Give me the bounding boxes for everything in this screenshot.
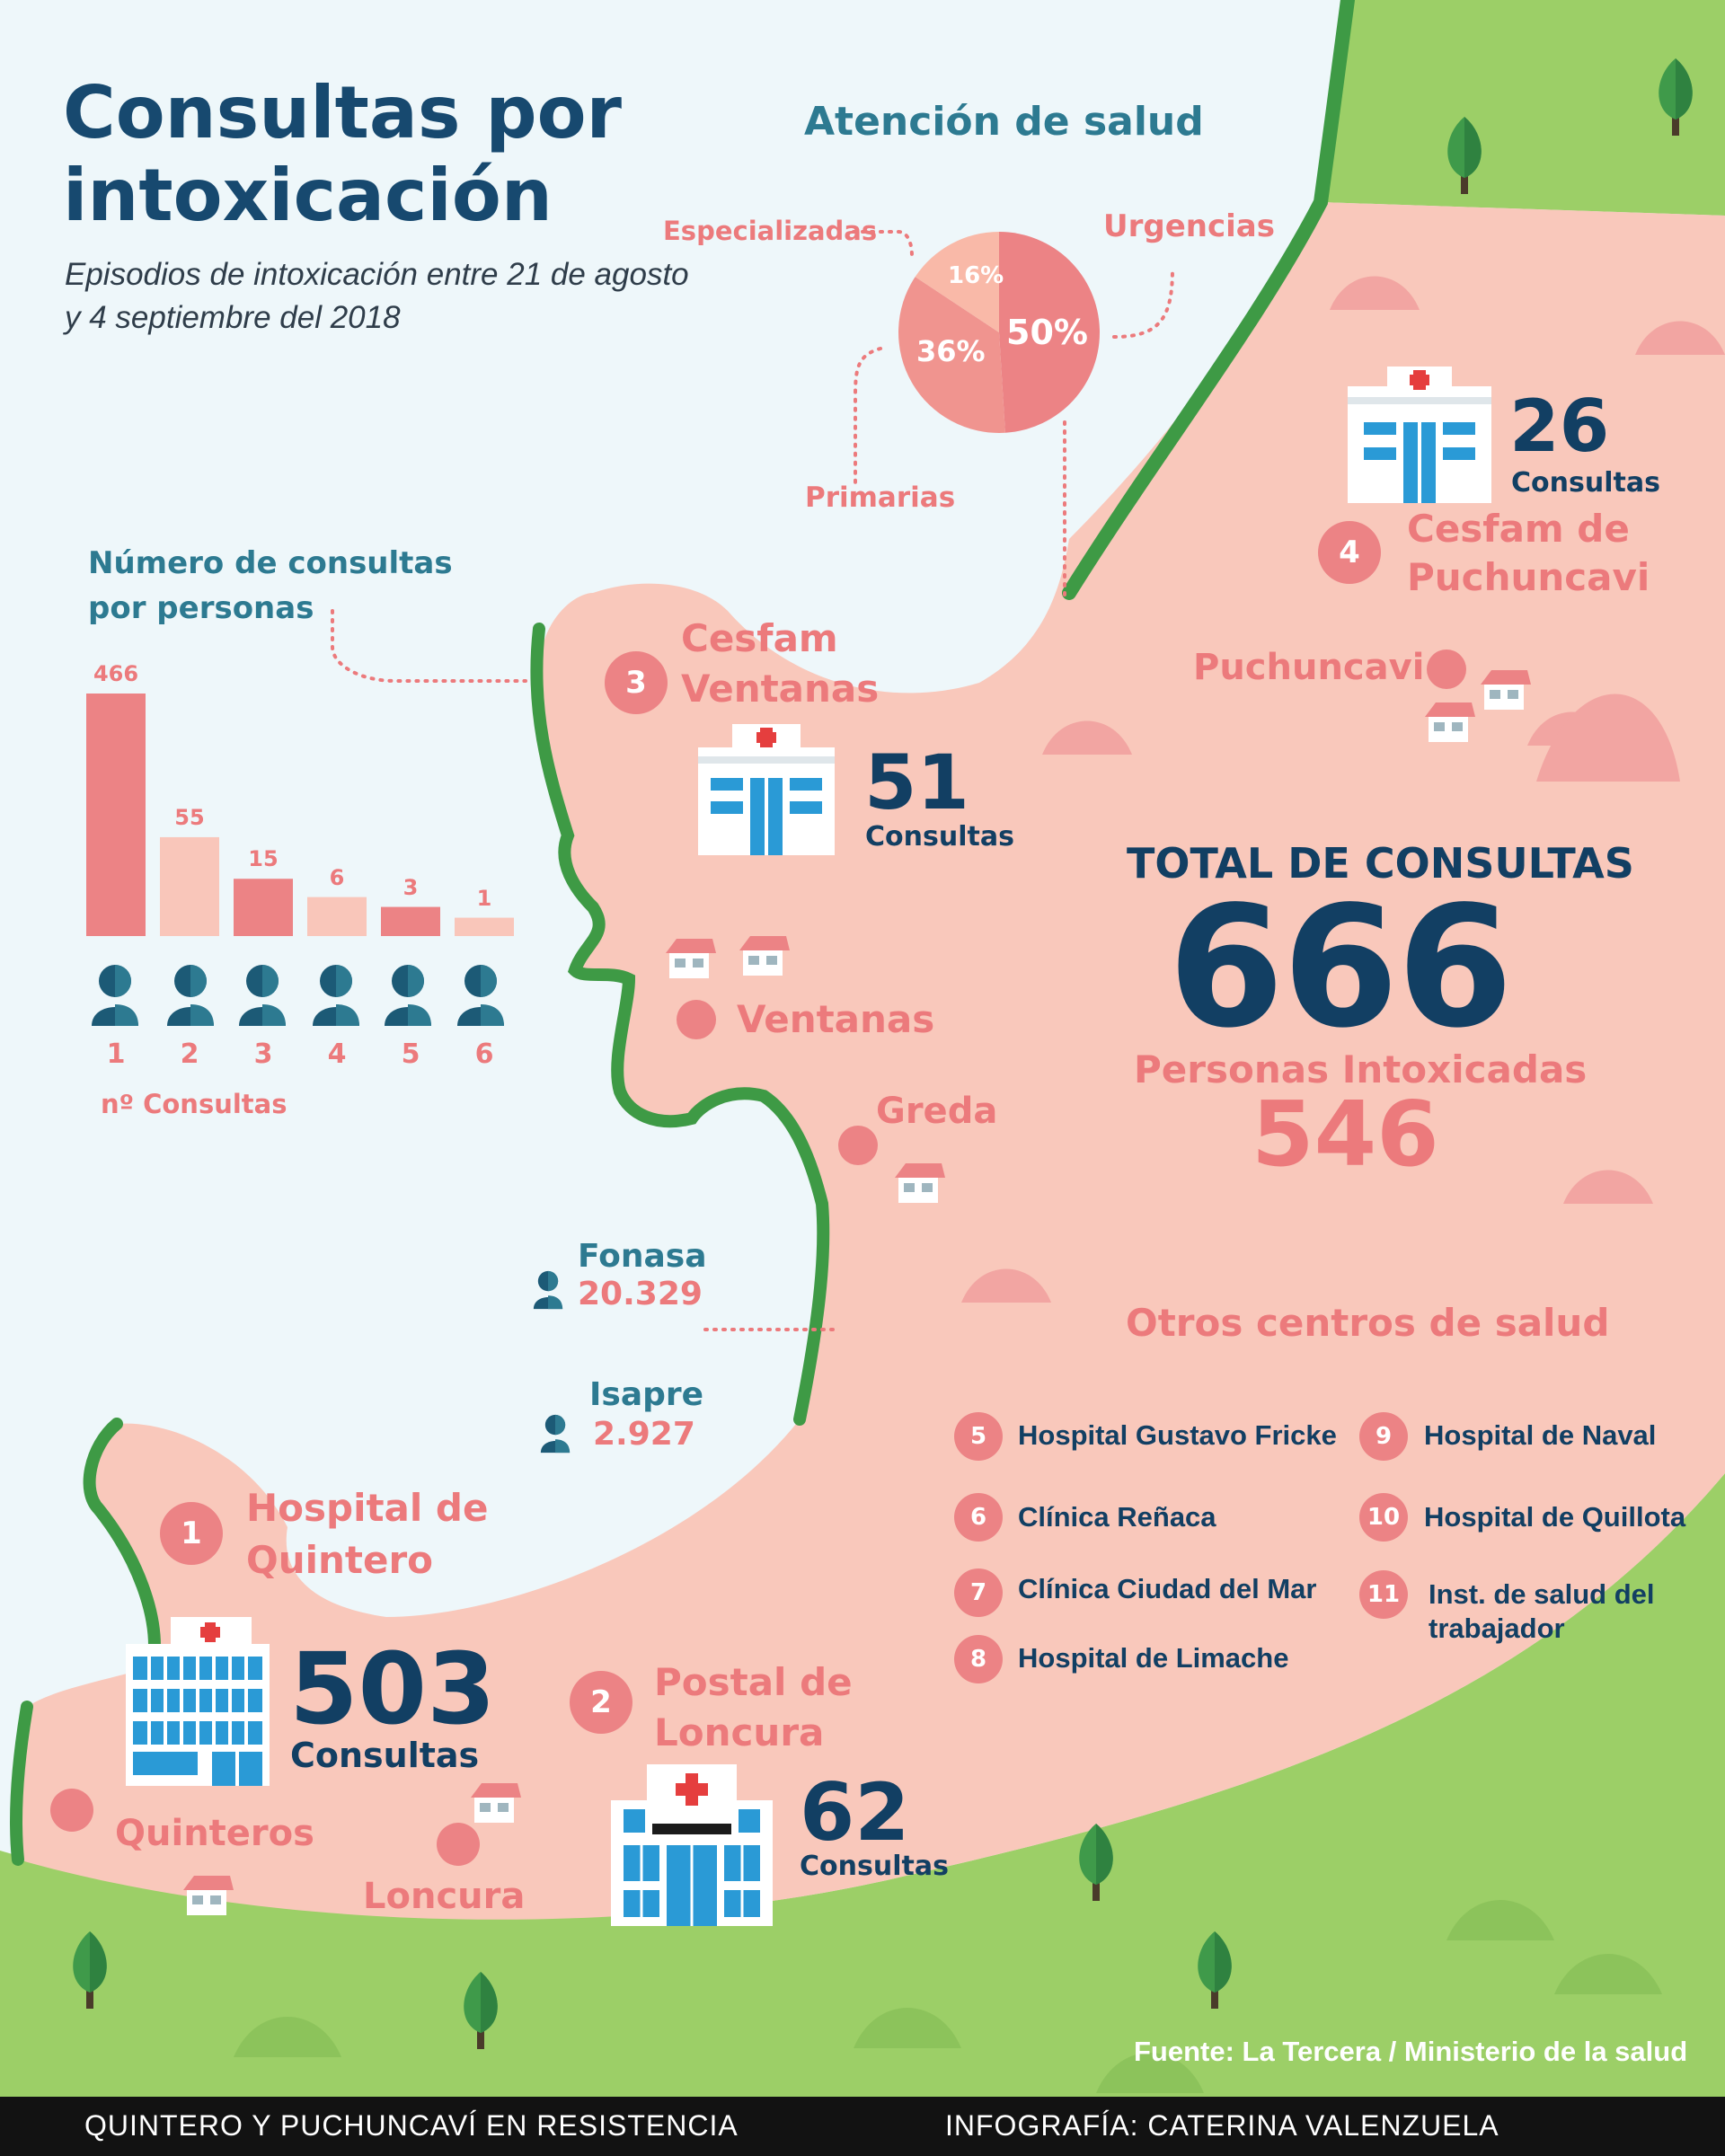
isapre-value: 2.927 <box>593 1416 695 1453</box>
other-10-badge: 10 <box>1359 1493 1408 1542</box>
center-1-unit: Consultas <box>290 1736 480 1775</box>
pie-slice-primarias <box>898 277 1005 433</box>
bar-value-label: 1 <box>476 885 492 911</box>
other-11-badge: 11 <box>1359 1570 1408 1619</box>
bar-chart-xlabel: nº Consultas <box>101 1089 288 1119</box>
especializadas-label: Especializadas <box>663 216 878 246</box>
pie-slice-urgencias <box>999 232 1100 433</box>
bar-category-label: 2 <box>180 1038 199 1070</box>
other-11-name: Inst. de salud del trabajador <box>1429 1578 1655 1644</box>
bar-category-label: 3 <box>253 1038 273 1070</box>
bar-category-label: 4 <box>327 1038 347 1070</box>
page-title: Consultas por intoxicación <box>63 71 622 237</box>
other-8-name: Hospital de Limache <box>1018 1642 1289 1674</box>
total-label: TOTAL DE CONSULTAS <box>1127 839 1634 888</box>
center-2-name-2: Loncura <box>654 1710 825 1754</box>
place-greda: Greda <box>876 1091 998 1132</box>
consultas-bar-chart <box>86 694 514 936</box>
bar-category-label: 1 <box>106 1038 126 1070</box>
footer-right: INFOGRAFÍA: CATERINA VALENZUELA <box>945 2109 1499 2142</box>
center-1-name-2: Quintero <box>246 1538 434 1582</box>
center-1-name-1: Hospital de <box>246 1486 489 1530</box>
center-3-name-1: Cesfam <box>681 616 838 660</box>
persons-label: Personas Intoxicadas <box>1134 1047 1588 1091</box>
center-4-name-2: Puchuncavi <box>1407 555 1650 599</box>
care-pie-chart <box>898 232 1100 433</box>
center-2-badge: 2 <box>570 1671 632 1734</box>
center-2-count: 62 <box>800 1766 910 1859</box>
urgencias-label: Urgencias <box>1103 208 1275 244</box>
bar-category-label: 5 <box>401 1038 420 1070</box>
center-4-count: 26 <box>1509 384 1610 468</box>
total-value: 666 <box>1168 870 1513 1065</box>
center-4-name-1: Cesfam de <box>1407 507 1630 551</box>
primarias-pct: 36% <box>916 334 986 368</box>
other-7-name: Clínica Ciudad del Mar <box>1018 1573 1317 1604</box>
care-heading: Atención de salud <box>804 99 1204 145</box>
other-6-badge: 6 <box>954 1493 1003 1542</box>
footer-left: QUINTERO Y PUCHUNCAVÍ EN RESISTENCIA <box>84 2109 739 2142</box>
fonasa-label: Fonasa <box>578 1238 707 1275</box>
other-9-badge: 9 <box>1359 1412 1408 1461</box>
center-3-unit: Consultas <box>865 821 1014 853</box>
center-4-badge: 4 <box>1318 521 1381 584</box>
bar-chart-title: Número de consultas por personas <box>88 545 453 626</box>
urgencias-pct: 50% <box>1006 313 1088 352</box>
bar-value-label: 466 <box>93 661 139 686</box>
center-4-unit: Consultas <box>1511 467 1660 499</box>
especializadas-pct: 16% <box>948 262 1004 289</box>
place-ventanas: Ventanas <box>737 997 935 1041</box>
other-5-name: Hospital Gustavo Fricke <box>1018 1419 1337 1451</box>
other-9-name: Hospital de Naval <box>1424 1419 1657 1451</box>
bar-value-label: 55 <box>174 804 205 830</box>
bar-2 <box>160 836 219 936</box>
others-heading: Otros centros de salud <box>1126 1301 1610 1345</box>
center-1-count: 503 <box>289 1631 496 1746</box>
page-subtitle: Episodios de intoxicación entre 21 de ag… <box>65 257 689 335</box>
place-quinteros: Quinteros <box>115 1813 314 1854</box>
bar-3 <box>234 879 293 936</box>
center-3-name-2: Ventanas <box>681 667 880 711</box>
other-7-badge: 7 <box>954 1568 1003 1617</box>
other-6-name: Clínica Reñaca <box>1018 1501 1216 1533</box>
place-puchuncavi: Puchuncavi <box>1193 647 1425 688</box>
fonasa-value: 20.329 <box>578 1276 703 1312</box>
other-8-badge: 8 <box>954 1635 1003 1683</box>
bar-5 <box>381 906 440 936</box>
center-2-unit: Consultas <box>800 1851 949 1882</box>
source-note: Fuente: La Tercera / Ministerio de la sa… <box>1134 2036 1688 2067</box>
center-1-badge: 1 <box>160 1502 223 1565</box>
pie-slice-especializadas <box>915 232 999 332</box>
persons-value: 546 <box>1252 1082 1439 1187</box>
center-3-count: 51 <box>864 738 969 826</box>
other-10-name: Hospital de Quillota <box>1424 1501 1686 1533</box>
center-2-name-1: Postal de <box>654 1660 853 1704</box>
place-loncura: Loncura <box>363 1876 526 1917</box>
bar-category-label: 6 <box>474 1038 494 1070</box>
bar-4 <box>307 897 367 936</box>
bar-value-label: 3 <box>402 874 419 900</box>
primarias-label: Primarias <box>805 482 956 514</box>
isapre-label: Isapre <box>589 1376 704 1413</box>
bar-value-label: 6 <box>329 864 345 890</box>
center-3-badge: 3 <box>605 651 668 714</box>
bar-1 <box>86 694 146 936</box>
bar-6 <box>455 917 514 936</box>
other-5-badge: 5 <box>954 1412 1003 1461</box>
footer-bar: QUINTERO Y PUCHUNCAVÍ EN RESISTENCIA INF… <box>0 2097 1725 2156</box>
bar-value-label: 15 <box>248 846 279 872</box>
